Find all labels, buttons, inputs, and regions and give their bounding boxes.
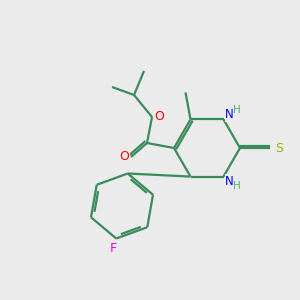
Text: S: S <box>275 142 283 154</box>
Text: O: O <box>119 151 129 164</box>
Text: H: H <box>232 105 240 116</box>
Text: O: O <box>154 110 164 124</box>
Text: N: N <box>225 175 234 188</box>
Text: N: N <box>225 108 234 121</box>
Text: H: H <box>232 181 240 190</box>
Text: F: F <box>110 242 117 255</box>
